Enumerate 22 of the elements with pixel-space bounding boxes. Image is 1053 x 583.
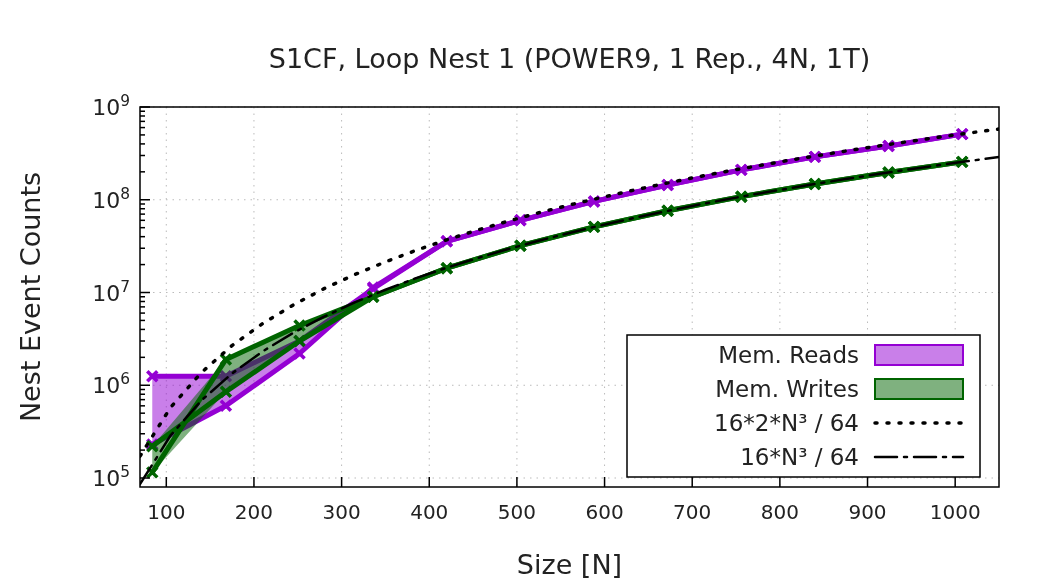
x-tick-label: 200: [234, 500, 274, 524]
y-tick-label: 10$^{6}$: [92, 370, 130, 399]
x-tick-label: 1000: [929, 500, 981, 524]
x-tick-label: 900: [848, 500, 887, 524]
y-tick-label: 10$^{5}$: [92, 463, 130, 492]
x-tick-label: 400: [410, 500, 449, 524]
legend-label: Mem. Reads: [718, 342, 859, 368]
x-tick-label: 700: [673, 500, 712, 524]
y-axis-title: Nest Event Counts: [15, 171, 46, 423]
y-tick-label: 10$^{7}$: [92, 277, 130, 306]
legend-label: 16*N³ / 64: [740, 444, 859, 470]
x-axis-title: Size [N]: [516, 549, 623, 580]
x-tick-label: 100: [147, 500, 186, 524]
x-tick-label: 500: [497, 500, 536, 524]
legend-label: Mem. Writes: [715, 376, 859, 402]
legend-label: 16*2*N³ / 64: [714, 410, 859, 436]
x-tick-label: 300: [322, 500, 361, 524]
y-tick-label: 10$^{9}$: [92, 92, 130, 120]
x-tick-label: 600: [585, 500, 624, 524]
x-tick-label: 800: [760, 500, 799, 524]
y-tick-label: 10$^{8}$: [92, 184, 130, 213]
chart-title: S1CF, Loop Nest 1 (POWER9, 1 Rep., 4N, 1T): [268, 43, 871, 74]
